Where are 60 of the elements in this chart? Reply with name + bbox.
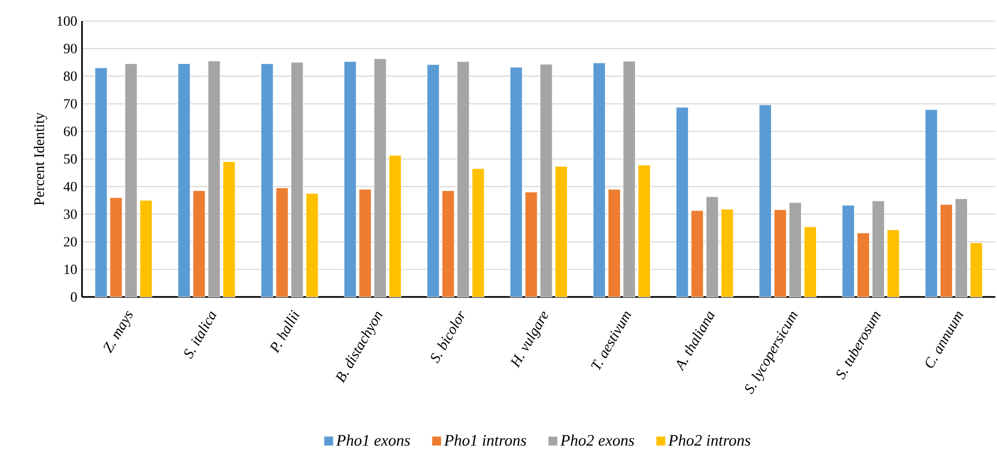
bar	[554, 166, 568, 298]
bar	[388, 155, 402, 298]
legend-label: Pho2 introns	[668, 434, 750, 446]
bar	[857, 232, 870, 298]
bar	[124, 64, 138, 298]
bar	[426, 64, 440, 298]
bar	[608, 189, 620, 298]
y-tick-label: 80	[64, 71, 77, 81]
bar	[178, 64, 190, 298]
bar	[442, 190, 454, 298]
bar	[524, 192, 538, 298]
bar	[593, 62, 606, 298]
bar	[222, 162, 236, 298]
y-tick-label: 10	[64, 264, 77, 274]
bar	[622, 61, 636, 298]
y-tick-label: 50	[64, 154, 77, 164]
bar	[110, 197, 122, 298]
bar	[676, 107, 688, 298]
bar	[456, 61, 470, 298]
y-tick-label: 90	[64, 44, 77, 54]
bar	[706, 196, 718, 298]
legend-label: Pho1 exons	[336, 434, 410, 446]
bar	[140, 200, 152, 298]
y-tick-label: 20	[64, 237, 77, 247]
bar	[276, 188, 288, 298]
y-tick-label: 40	[64, 182, 77, 192]
bar	[970, 242, 983, 298]
bar	[290, 62, 304, 298]
y-axis-title: Percent Identity	[34, 112, 48, 206]
bar	[759, 104, 772, 298]
y-tick-label: 60	[64, 126, 77, 136]
bar	[691, 210, 704, 298]
bar	[721, 209, 734, 298]
bar	[260, 64, 274, 298]
legend-label: Pho2 exons	[560, 434, 634, 446]
bar	[872, 200, 884, 298]
bar	[358, 189, 372, 298]
bar	[804, 226, 816, 298]
legend-label: Pho1 introns	[444, 434, 526, 446]
bar	[192, 190, 206, 298]
bar	[472, 168, 484, 298]
bar	[887, 230, 900, 298]
bar	[638, 164, 650, 298]
bar	[789, 202, 802, 298]
bar	[842, 205, 854, 298]
bar	[344, 61, 356, 298]
bar	[306, 193, 318, 298]
bar	[374, 58, 386, 298]
bar	[540, 64, 552, 298]
bar	[774, 210, 786, 298]
bar	[940, 204, 953, 298]
bar	[510, 67, 522, 298]
y-tick-label: 0	[70, 292, 77, 302]
bar	[925, 109, 938, 298]
y-tick-label: 70	[64, 99, 77, 109]
y-tick-label: 30	[64, 209, 77, 219]
bar	[955, 198, 968, 298]
y-tick-label: 100	[58, 16, 77, 26]
bar	[94, 68, 108, 298]
bar	[208, 60, 220, 298]
